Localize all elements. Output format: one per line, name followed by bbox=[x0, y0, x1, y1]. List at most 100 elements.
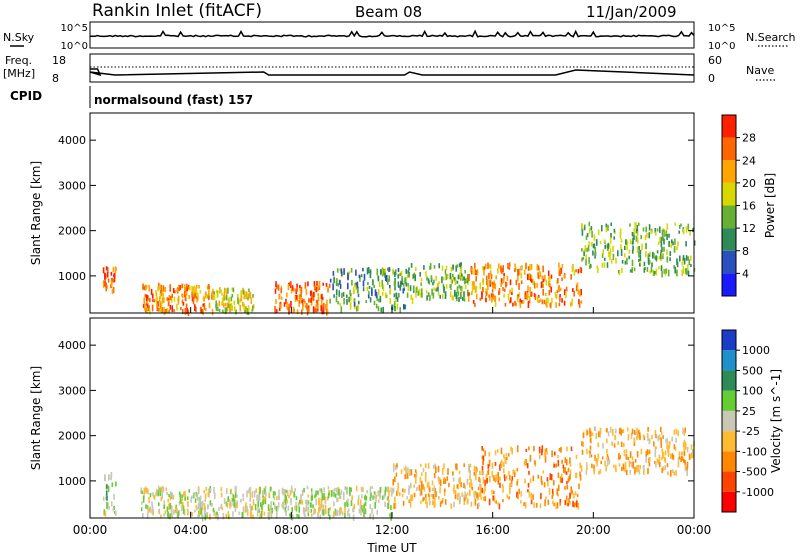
heatmap-cell bbox=[655, 231, 657, 236]
heatmap-cell bbox=[384, 501, 386, 508]
heatmap-cell bbox=[191, 295, 194, 302]
heatmap-cell bbox=[471, 285, 474, 293]
heatmap-cell bbox=[655, 434, 657, 439]
heatmap-cell bbox=[278, 489, 280, 496]
heatmap-cell bbox=[332, 514, 335, 518]
heatmap-cell bbox=[457, 274, 460, 280]
heatmap-cell bbox=[631, 456, 634, 461]
heatmap-cell bbox=[234, 502, 237, 509]
heatmap-cell bbox=[577, 502, 580, 510]
heatmap-cell bbox=[461, 275, 463, 280]
heatmap-cell bbox=[279, 302, 281, 307]
heatmap-cell bbox=[298, 506, 300, 513]
heatmap-cell bbox=[639, 465, 641, 470]
heatmap-cell bbox=[289, 513, 291, 517]
heatmap-cell bbox=[693, 240, 696, 246]
heatmap-cell bbox=[233, 494, 235, 502]
heatmap-cell bbox=[492, 293, 495, 301]
heatmap-cell bbox=[332, 271, 335, 276]
heatmap-cell bbox=[350, 500, 353, 507]
heatmap-cell bbox=[102, 496, 105, 501]
heatmap-cell bbox=[620, 428, 622, 436]
heatmap-cell bbox=[428, 293, 430, 297]
heatmap-cell bbox=[607, 224, 609, 231]
heatmap-cell bbox=[213, 486, 215, 494]
heatmap-cell bbox=[487, 469, 490, 475]
heatmap-cell bbox=[668, 241, 670, 247]
heatmap-cell bbox=[187, 508, 189, 516]
heatmap-cell bbox=[240, 498, 242, 503]
heatmap-cell bbox=[341, 511, 344, 516]
colorbar-tick-label: 24 bbox=[742, 154, 756, 167]
heatmap-cell bbox=[423, 497, 425, 501]
heatmap-cell bbox=[382, 268, 384, 276]
heatmap-cell bbox=[394, 496, 396, 503]
heatmap-cell bbox=[274, 308, 277, 314]
heatmap-cell bbox=[182, 502, 184, 509]
heatmap-cell bbox=[668, 233, 670, 238]
heatmap-cell bbox=[585, 259, 587, 266]
heatmap-cell bbox=[536, 282, 538, 288]
heatmap-cell bbox=[157, 307, 160, 312]
heatmap-cell bbox=[165, 487, 168, 491]
heatmap-cell bbox=[425, 471, 427, 477]
heatmap-cell bbox=[277, 502, 280, 508]
heatmap-cell bbox=[367, 267, 370, 274]
heatmap-cell bbox=[184, 308, 187, 315]
heatmap-cell bbox=[173, 296, 176, 302]
heatmap-cell bbox=[471, 291, 473, 296]
heatmap-cell bbox=[636, 451, 639, 458]
heatmap-cell bbox=[599, 433, 602, 438]
heatmap-cell bbox=[143, 297, 145, 305]
heatmap-cell bbox=[378, 283, 381, 287]
heatmap-cell bbox=[569, 501, 571, 505]
heatmap-cell bbox=[420, 293, 422, 298]
heatmap-cell bbox=[647, 436, 649, 442]
station-title: Rankin Inlet (fitACF) bbox=[92, 1, 262, 21]
heatmap-cell bbox=[497, 268, 499, 274]
panel-background bbox=[90, 318, 694, 518]
heatmap-cell bbox=[682, 255, 685, 261]
heatmap-cell bbox=[681, 262, 683, 266]
heatmap-cell bbox=[466, 478, 469, 486]
heatmap-cell bbox=[658, 255, 661, 260]
heatmap-cell bbox=[259, 513, 261, 519]
heatmap-cell bbox=[355, 285, 357, 290]
heatmap-cell bbox=[555, 463, 557, 468]
heatmap-cell bbox=[344, 502, 346, 507]
heatmap-cell bbox=[274, 503, 276, 510]
heatmap-cell bbox=[442, 498, 444, 502]
heatmap-cell bbox=[301, 489, 304, 496]
colorbar-segment bbox=[722, 410, 736, 432]
heatmap-cell bbox=[461, 275, 464, 281]
heatmap-cell bbox=[273, 496, 276, 500]
heatmap-cell bbox=[579, 471, 581, 477]
heatmap-cell bbox=[542, 278, 545, 283]
heatmap-cell bbox=[394, 306, 396, 312]
heatmap-cell bbox=[619, 232, 622, 239]
heatmap-cell bbox=[196, 298, 198, 303]
colorbar-tick-label: -25 bbox=[742, 425, 760, 438]
heatmap-cell bbox=[158, 487, 161, 491]
heatmap-cell bbox=[415, 291, 417, 298]
heatmap-cell bbox=[685, 270, 688, 275]
heatmap-cell bbox=[483, 269, 485, 276]
colorbar-tick-label: 20 bbox=[742, 177, 756, 190]
heatmap-cell bbox=[453, 277, 456, 282]
heatmap-cell bbox=[249, 291, 251, 298]
heatmap-cell bbox=[530, 274, 533, 279]
heatmap-cell bbox=[438, 496, 440, 500]
heatmap-cell bbox=[397, 488, 399, 495]
heatmap-cell bbox=[623, 449, 626, 456]
heatmap-cell bbox=[568, 475, 570, 482]
heatmap-cell bbox=[564, 457, 567, 464]
heatmap-cell bbox=[527, 301, 530, 309]
heatmap-cell bbox=[226, 503, 229, 508]
heatmap-cell bbox=[405, 472, 407, 480]
heatmap-cell bbox=[662, 253, 664, 260]
heatmap-cell bbox=[480, 496, 483, 500]
heatmap-cell bbox=[496, 449, 499, 453]
heatmap-cell bbox=[420, 288, 423, 296]
heatmap-cell bbox=[362, 507, 364, 513]
heatmap-cell bbox=[192, 295, 195, 301]
